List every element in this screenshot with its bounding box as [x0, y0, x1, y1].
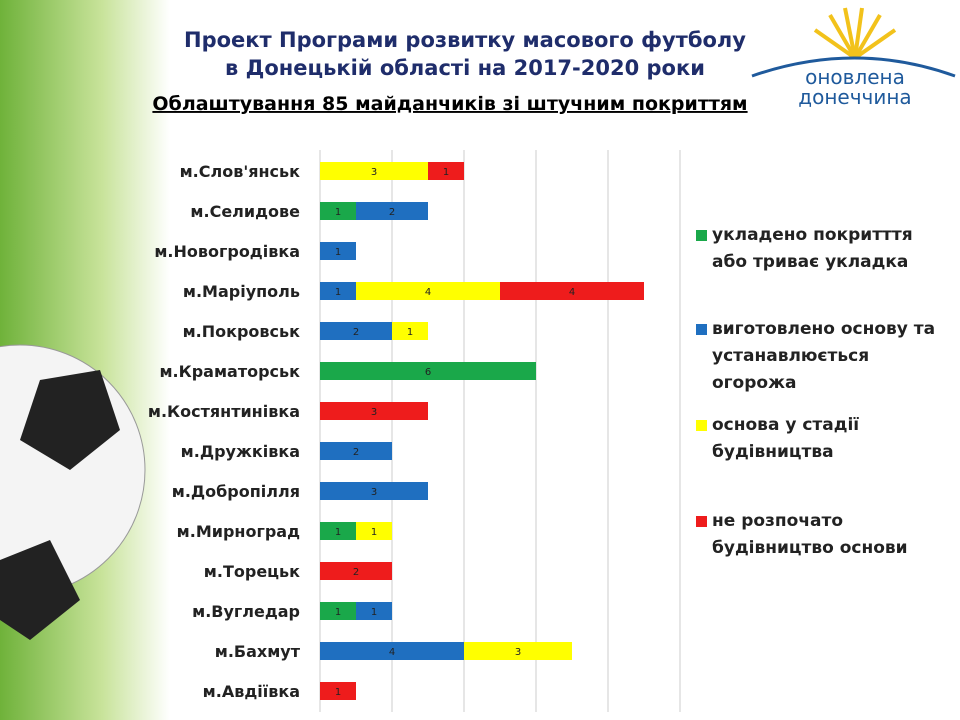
- data-label: 1: [335, 287, 341, 298]
- category-label: м.Мирноград: [177, 522, 300, 541]
- category-label: м.Новогродівка: [154, 242, 300, 261]
- data-label: 3: [515, 647, 521, 658]
- bar-segment: [320, 362, 536, 380]
- data-label: 3: [371, 407, 377, 418]
- data-label: 4: [425, 287, 431, 298]
- bar-segment: [500, 282, 644, 300]
- bar-segment: [320, 202, 356, 220]
- bar-segment: [356, 202, 428, 220]
- data-label: 1: [407, 327, 413, 338]
- bar-segment: [356, 522, 392, 540]
- bar-segment: [320, 402, 428, 420]
- bar-segment: [320, 682, 356, 700]
- data-label: 4: [569, 287, 575, 298]
- data-label: 3: [371, 487, 377, 498]
- data-label: 1: [371, 607, 377, 618]
- category-label: м.Селидове: [190, 202, 300, 221]
- subtitle: Облаштування 85 майданчиків зі штучним п…: [152, 93, 747, 115]
- legend-swatch: [696, 420, 707, 431]
- logo-text: донеччина: [798, 85, 911, 109]
- category-label: м.Бахмут: [215, 642, 301, 661]
- title: в Донецькій області на 2017-2020 роки: [225, 56, 705, 80]
- bar-segment: [320, 602, 356, 620]
- category-label: м.Маріуполь: [183, 282, 300, 301]
- logo-sun: [813, 7, 897, 60]
- bar-segment: [320, 482, 428, 500]
- bar-segment: [320, 562, 392, 580]
- bar-segment: [320, 642, 464, 660]
- bar-segment: [356, 282, 500, 300]
- legend-entry: виготовлено основу та устанавлюється ого…: [696, 316, 952, 397]
- category-label: м.Костянтинівка: [148, 402, 300, 421]
- data-label: 1: [335, 527, 341, 538]
- bar-segment: [356, 602, 392, 620]
- bar-segment: [320, 522, 356, 540]
- bar-segment: [392, 322, 428, 340]
- legend-entry: основа у стадії будівництва: [696, 412, 952, 466]
- data-label: 1: [335, 247, 341, 258]
- ball-patch: [0, 540, 80, 640]
- legend-swatch: [696, 324, 707, 335]
- data-label: 1: [335, 687, 341, 698]
- data-label: 2: [353, 327, 359, 338]
- data-label: 4: [389, 647, 395, 658]
- bar-segment: [320, 162, 428, 180]
- data-label: 1: [335, 207, 341, 218]
- bar-segment: [464, 642, 572, 660]
- data-label: 1: [335, 607, 341, 618]
- bar-segment: [320, 322, 392, 340]
- data-label: 1: [443, 167, 449, 178]
- category-label: м.Авдіївка: [203, 682, 300, 701]
- bar-segment: [320, 282, 356, 300]
- category-label: м.Покровськ: [183, 322, 301, 341]
- legend-swatch: [696, 230, 707, 241]
- data-label: 2: [389, 207, 395, 218]
- data-label: 2: [353, 567, 359, 578]
- category-label: м.Торецьк: [204, 562, 300, 581]
- data-label: 2: [353, 447, 359, 458]
- bar-segment: [320, 242, 356, 260]
- bar-segment: [320, 442, 392, 460]
- data-label: 1: [371, 527, 377, 538]
- legend-entry: не розпочато будівництво основи: [696, 508, 952, 562]
- data-label: 3: [371, 167, 377, 178]
- plot: м.Слов'янськ 3 1 м.Селидове 1 2 м.Новогродівка…: [148, 150, 681, 712]
- ball-patch: [20, 370, 120, 470]
- category-label: м.Краматорськ: [159, 362, 300, 381]
- category-label: м.Вугледар: [192, 602, 300, 621]
- data-label: 6: [425, 367, 431, 378]
- legend-swatch: [696, 516, 707, 527]
- legend-entry: укладено покритття або триває укладка: [696, 222, 952, 276]
- bar-segment: [428, 162, 464, 180]
- title: Проект Програми розвитку масового футбол…: [184, 28, 746, 52]
- logo-text: оновлена: [805, 65, 905, 89]
- category-label: м.Дружківка: [181, 442, 300, 461]
- category-label: м.Слов'янськ: [180, 162, 301, 181]
- category-label: м.Добропілля: [172, 482, 300, 501]
- logo-arc: [751, 56, 956, 78]
